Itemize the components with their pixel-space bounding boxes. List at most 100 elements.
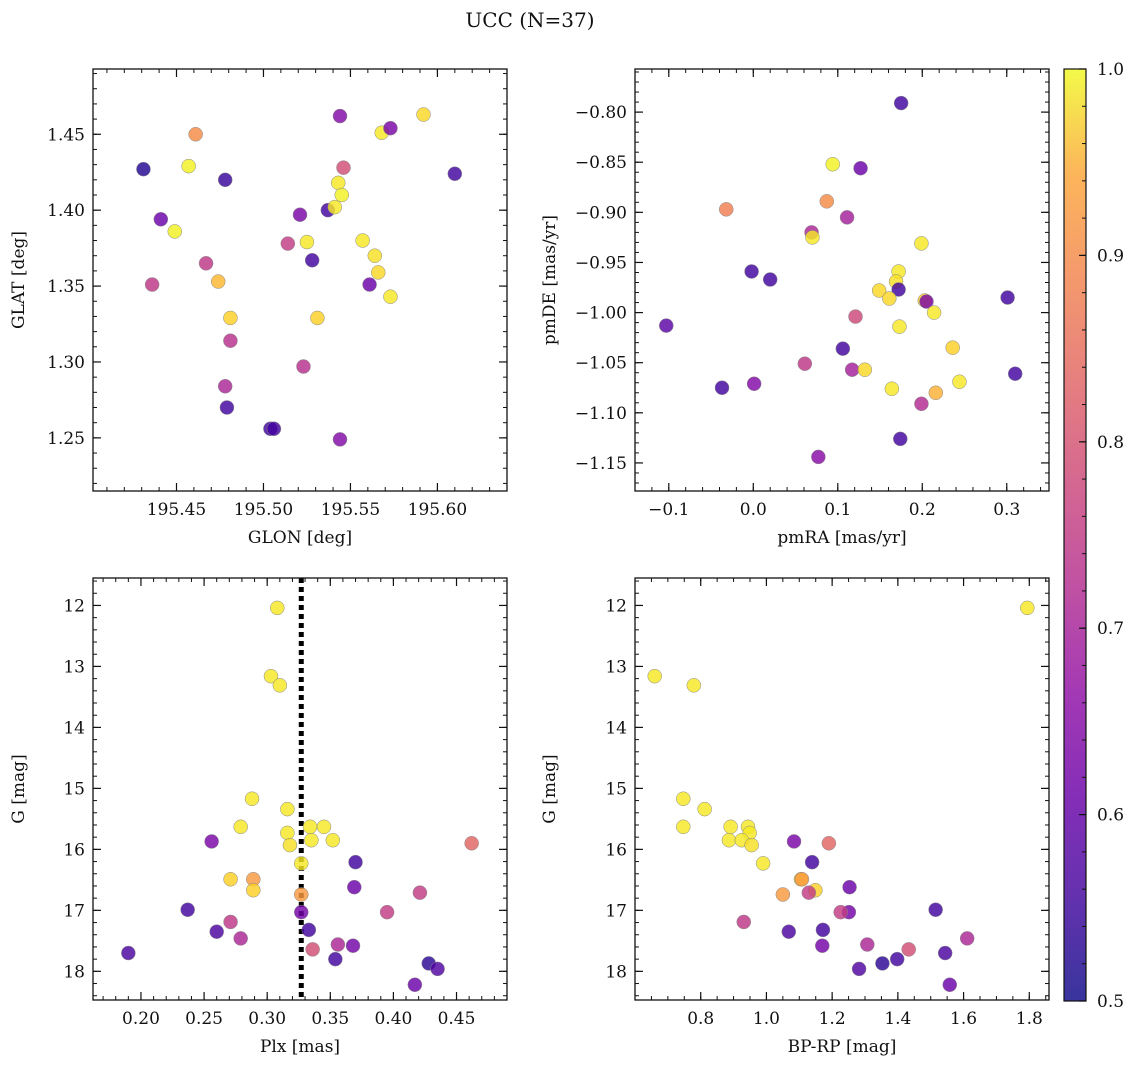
- scatter-point: [723, 819, 738, 835]
- scatter-point: [1000, 290, 1015, 305]
- panel-4: 0.8 1.0 1.2 1.4 1.6 1.8 12 13 14 15 16 17 18 BP-RP [m…: [540, 577, 1050, 1057]
- x-tick-label: 1.2: [819, 1009, 846, 1029]
- scatter-point: [945, 340, 960, 355]
- colorbar-tick-label: 0.9: [1097, 246, 1124, 266]
- scatter-point: [383, 120, 398, 136]
- y-axis-label: G [mag]: [540, 754, 560, 823]
- y-tick-label: −1.05: [575, 354, 627, 374]
- x-tick-label: 195.45: [147, 500, 206, 520]
- axes-frame: [634, 577, 1050, 1001]
- scatter-point: [928, 385, 944, 401]
- y-tick-label: −0.90: [575, 203, 627, 223]
- x-tick-label: 195.60: [408, 500, 467, 520]
- y-tick-label: 13: [605, 657, 627, 677]
- y-tick-label: −1.10: [575, 404, 627, 424]
- scatter-point: [299, 234, 315, 250]
- x-axis-label: BP-RP [mag]: [788, 1037, 897, 1057]
- scatter-point: [889, 951, 905, 967]
- scatter-point: [316, 819, 332, 835]
- scatter-point: [244, 791, 260, 807]
- scatter-point: [217, 379, 233, 394]
- y-tick-label: −0.95: [575, 253, 627, 273]
- scatter-point: [853, 160, 868, 176]
- scatter-point: [412, 885, 428, 900]
- scatter-point: [1007, 366, 1023, 381]
- scatter-point: [121, 945, 136, 961]
- scatter-point: [647, 668, 662, 684]
- scatter-point: [362, 277, 377, 292]
- x-tick-label: 0.1: [824, 500, 851, 520]
- y-tick-label: 16: [63, 840, 85, 860]
- scatter-point: [198, 256, 214, 271]
- y-tick-label: 12: [63, 596, 85, 616]
- x-tick-label: 195.50: [234, 500, 293, 520]
- scatter-point: [746, 376, 762, 391]
- x-tick-label: 0.2: [909, 500, 936, 520]
- scatter-point: [744, 837, 759, 853]
- scatter-point: [835, 341, 851, 356]
- scatter-point: [136, 161, 151, 177]
- scatter-point: [301, 922, 317, 938]
- x-tick-label: 0.40: [374, 1009, 412, 1029]
- scatter-point: [270, 600, 285, 616]
- scatter-point: [416, 107, 431, 122]
- y-tick-label: 1.40: [47, 201, 85, 221]
- x-tick-label: 0.35: [311, 1009, 349, 1029]
- scatter-point: [815, 922, 831, 938]
- scatter-point: [144, 277, 160, 292]
- colorbar: 0.5 0.6 0.7 0.8 0.9 1.0: [1063, 60, 1124, 1012]
- scatter-point: [659, 318, 674, 333]
- scatter-point: [464, 836, 479, 851]
- scatter-point: [891, 282, 906, 297]
- axes-frame: [634, 68, 1050, 492]
- y-tick-label: 18: [605, 962, 627, 982]
- scatter-point: [676, 791, 691, 807]
- scatter-point: [332, 108, 348, 124]
- y-tick-label: 14: [63, 718, 85, 738]
- scatter-point: [811, 449, 826, 465]
- scatter-point: [893, 95, 909, 111]
- scatter-point: [1020, 600, 1035, 616]
- x-tick-label: 0.25: [185, 1009, 223, 1029]
- figure-title: UCC (N=37): [465, 8, 594, 32]
- scatter-point: [280, 801, 295, 817]
- scatter-point: [825, 156, 840, 172]
- scatter-point: [355, 233, 370, 248]
- scatter-point: [336, 160, 351, 175]
- colorbar-gradient: [1064, 69, 1086, 1001]
- scatter-points: [136, 107, 463, 447]
- scatter-point: [686, 678, 702, 693]
- scatter-point: [310, 310, 325, 326]
- x-tick-label: 1.0: [753, 1009, 780, 1029]
- scatter-point: [325, 832, 341, 848]
- scatter-point: [804, 854, 820, 870]
- y-tick-label: 14: [605, 718, 627, 738]
- scatter-point: [204, 834, 219, 849]
- scatter-point: [926, 305, 942, 320]
- scatter-point: [794, 872, 810, 887]
- y-tick-label: −0.85: [575, 153, 627, 173]
- scatter-point: [210, 274, 226, 289]
- scatter-point: [217, 172, 233, 188]
- colorbar-frame: [1063, 68, 1087, 1002]
- scatter-point: [718, 202, 734, 217]
- x-tick-label: 0.45: [438, 1009, 476, 1029]
- scatter-point: [937, 945, 953, 961]
- axes-frame: [92, 68, 508, 492]
- x-axis-label: pmRA [mas/yr]: [777, 528, 906, 548]
- y-tick-label: 1.25: [47, 429, 85, 449]
- axes-frame: [92, 577, 508, 1001]
- scatter-point: [304, 832, 319, 848]
- scatter-point: [819, 194, 835, 209]
- scatter-point: [371, 265, 386, 280]
- scatter-point: [786, 834, 802, 849]
- scatter-point: [407, 977, 423, 993]
- scatter-point: [447, 166, 463, 181]
- panel-3: 0.20 0.25 0.30 0.35 0.40 0.45 12 13 14 15 16 17 18 Pl…: [9, 577, 508, 1057]
- scatter-point: [815, 938, 830, 953]
- scatter-point: [801, 885, 817, 900]
- scatter-point: [833, 904, 848, 920]
- scatter-point: [153, 212, 169, 227]
- x-tick-label: 0.30: [248, 1009, 286, 1029]
- scatter-point: [328, 951, 343, 967]
